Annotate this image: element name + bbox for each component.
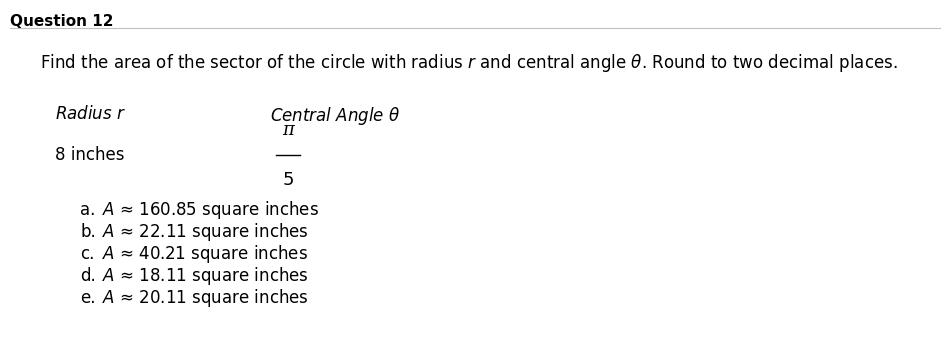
Text: 8 inches: 8 inches xyxy=(55,146,125,164)
Text: c.: c. xyxy=(80,245,94,263)
Text: π: π xyxy=(281,121,294,139)
Text: Find the area of the sector of the circle with radius $r$ and central angle $\th: Find the area of the sector of the circl… xyxy=(40,52,897,74)
Text: b.: b. xyxy=(80,223,95,241)
Text: Question 12: Question 12 xyxy=(10,14,113,29)
Text: Radius $r$: Radius $r$ xyxy=(55,105,126,123)
Text: $A$ ≈ 18.11 square inches: $A$ ≈ 18.11 square inches xyxy=(102,265,309,287)
Text: $A$ ≈ 20.11 square inches: $A$ ≈ 20.11 square inches xyxy=(102,287,309,309)
Text: $A$ ≈ 22.11 square inches: $A$ ≈ 22.11 square inches xyxy=(102,221,309,243)
Text: a.: a. xyxy=(80,201,95,219)
Text: Central Angle $\theta$: Central Angle $\theta$ xyxy=(270,105,400,127)
Text: e.: e. xyxy=(80,289,95,307)
Text: 5: 5 xyxy=(282,171,294,189)
Text: $A$ ≈ 160.85 square inches: $A$ ≈ 160.85 square inches xyxy=(102,199,319,221)
Text: $A$ ≈ 40.21 square inches: $A$ ≈ 40.21 square inches xyxy=(102,243,308,265)
Text: d.: d. xyxy=(80,267,95,285)
